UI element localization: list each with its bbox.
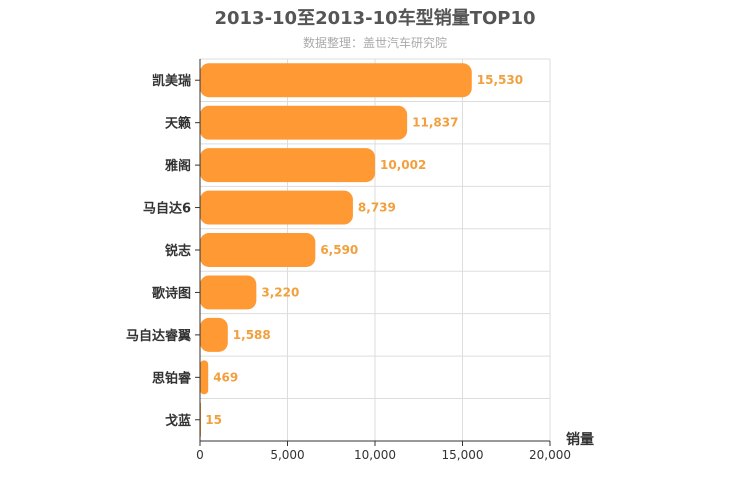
- bar-6[interactable]: [200, 275, 257, 310]
- x-tick-label-3: 10,000: [354, 448, 396, 462]
- category-label-6: 歌诗图: [152, 285, 191, 301]
- bar-5[interactable]: [200, 233, 316, 267]
- category-label-9: 戈蓝: [165, 413, 191, 429]
- bar-4[interactable]: [200, 190, 353, 225]
- category-label-5: 锐志: [165, 243, 191, 259]
- axes: [195, 59, 551, 446]
- labels: 15,530 凯美瑞 11,837 天籁 10,002 雅阁 8,739 马自达6 6,590 锐…: [126, 73, 594, 462]
- x-tick-label-4: 15,000: [442, 448, 484, 462]
- x-tick-label-1: 0: [196, 448, 204, 462]
- value-label-1: 15,530: [477, 73, 523, 87]
- category-label-7: 马自达睿翼: [126, 328, 191, 344]
- category-label-3: 雅阁: [165, 158, 191, 174]
- bar-8[interactable]: [200, 360, 209, 395]
- bar-2[interactable]: [200, 105, 408, 140]
- x-tick-label-2: 5,000: [270, 448, 304, 462]
- grid-lines: [200, 58, 551, 442]
- value-label-3: 10,002: [380, 158, 426, 172]
- chart-title: 2013-10至2013-10车型销量TOP10: [214, 8, 536, 29]
- value-label-5: 6,590: [320, 243, 358, 257]
- x-axis-title: 销量: [566, 431, 594, 448]
- value-label-2: 11,837: [412, 116, 458, 130]
- x-tick-label-5: 20,000: [529, 448, 571, 462]
- value-label-8: 469: [213, 370, 238, 384]
- category-label-2: 天籁: [165, 116, 191, 132]
- value-label-6: 3,220: [261, 285, 299, 299]
- bars: [200, 63, 472, 437]
- category-label-4: 马自达6: [143, 201, 191, 217]
- bar-3[interactable]: [200, 148, 376, 183]
- chart-subtitle: 数据整理：盖世汽车研究院: [302, 36, 447, 50]
- category-label-8: 思铂睿: [152, 370, 192, 386]
- bar-1[interactable]: [200, 63, 472, 98]
- category-label-1: 凯美瑞: [152, 73, 191, 89]
- value-label-7: 1,588: [233, 328, 271, 342]
- value-label-9: 15: [205, 413, 222, 427]
- value-label-4: 8,739: [358, 201, 396, 215]
- bar-7[interactable]: [200, 317, 228, 352]
